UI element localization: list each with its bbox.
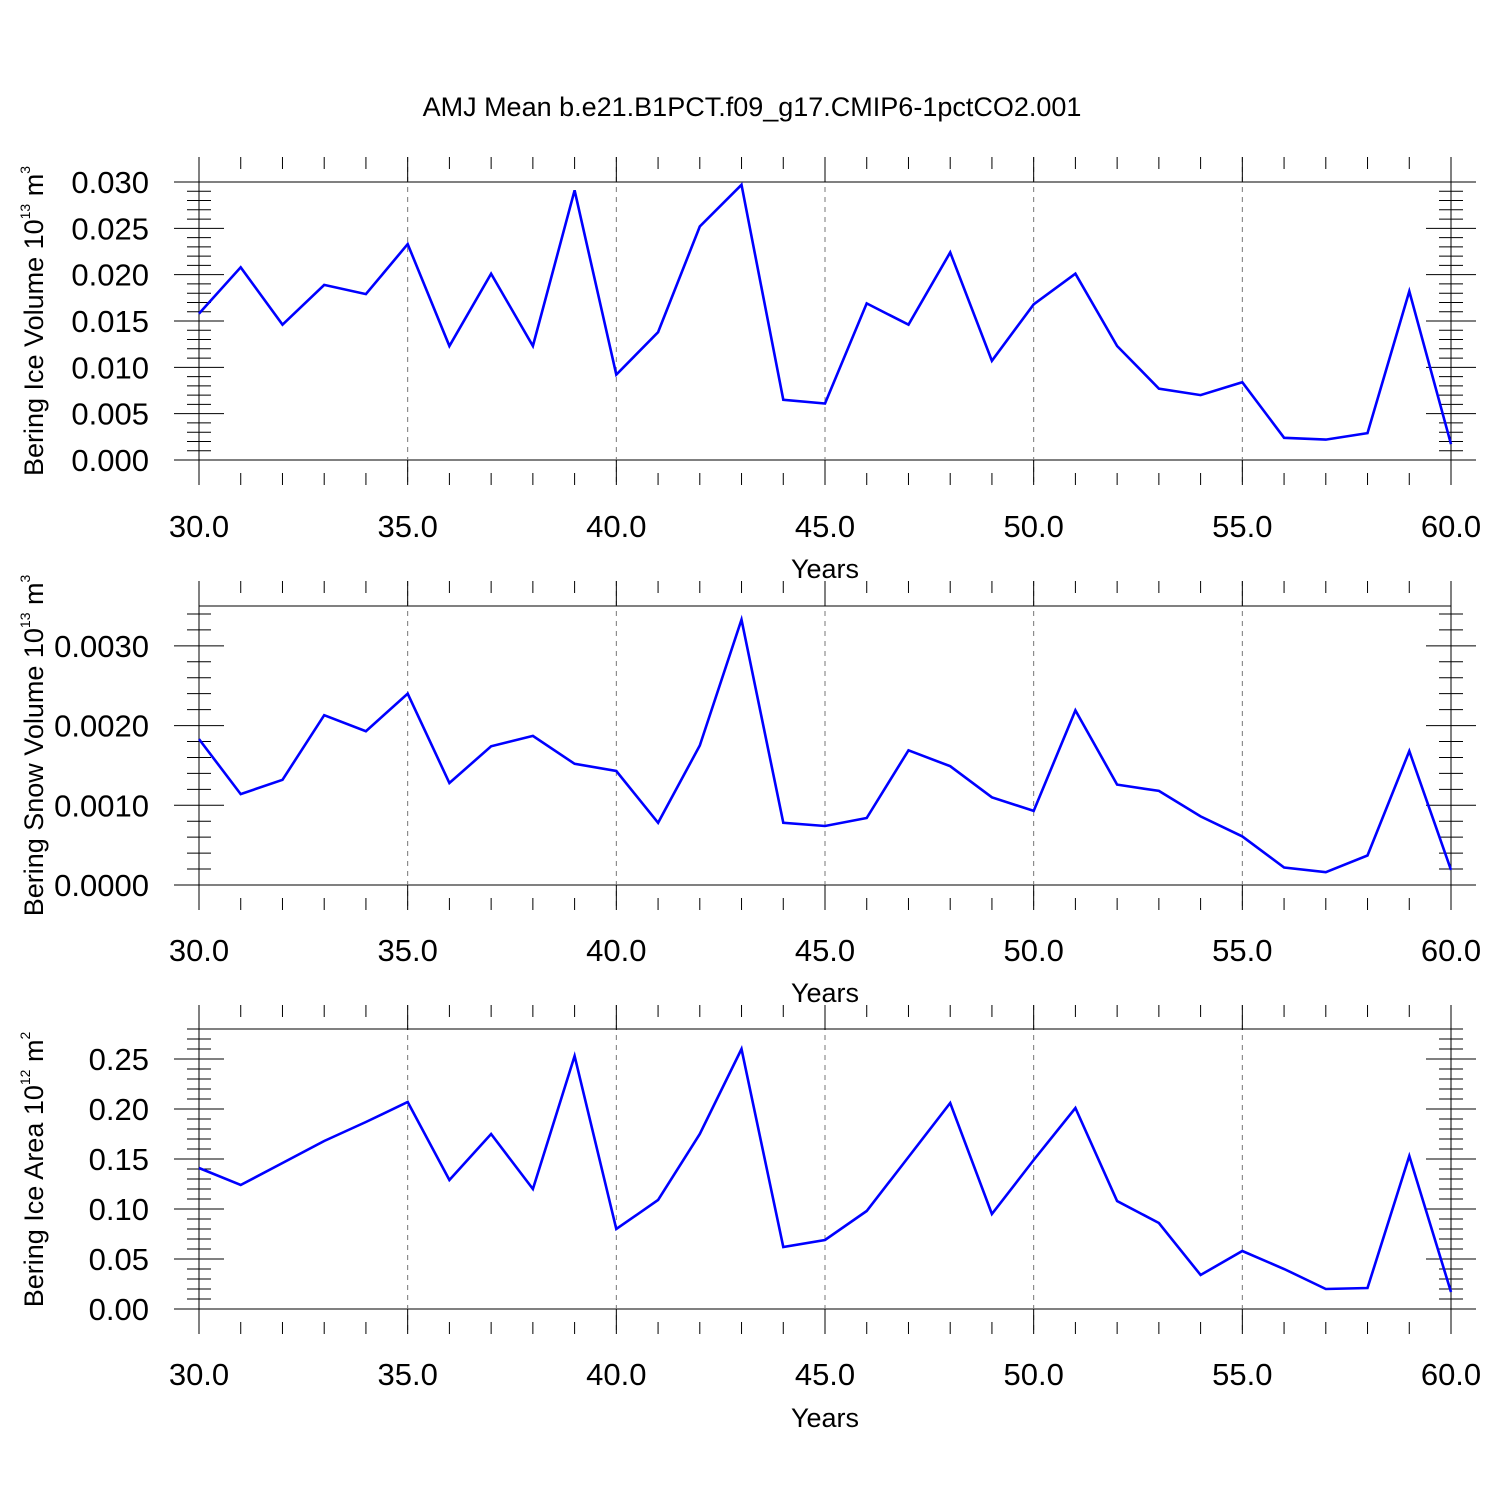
x-tick-label: 40.0 bbox=[586, 933, 646, 968]
x-axis-title: Years bbox=[791, 978, 859, 1008]
y-tick-label: 0.0030 bbox=[54, 629, 149, 664]
x-tick-label: 30.0 bbox=[169, 509, 229, 544]
x-tick-label: 60.0 bbox=[1421, 1357, 1481, 1392]
x-tick-label: 45.0 bbox=[795, 1357, 855, 1392]
y-tick-label: 0.00 bbox=[89, 1292, 149, 1327]
y-tick-label: 0.025 bbox=[71, 211, 149, 246]
x-tick-label: 50.0 bbox=[1003, 933, 1063, 968]
series-line bbox=[198, 182, 1453, 445]
x-tick-label: 45.0 bbox=[795, 933, 855, 968]
y-axis-title-unit: m bbox=[19, 1040, 49, 1070]
x-tick-label: 50.0 bbox=[1003, 509, 1063, 544]
y-axis-title-exponent: 12 bbox=[17, 1069, 33, 1085]
y-tick-label: 0.05 bbox=[89, 1242, 149, 1277]
x-axis-title: Years bbox=[791, 554, 859, 584]
y-tick-label: 0.20 bbox=[89, 1092, 149, 1127]
x-tick-label: 60.0 bbox=[1421, 509, 1481, 544]
y-tick-label: 0.010 bbox=[71, 350, 149, 385]
y-axis-title-text: Bering Snow Volume 10 bbox=[19, 628, 49, 916]
series-line bbox=[197, 614, 1453, 874]
x-tick-label: 45.0 bbox=[795, 509, 855, 544]
y-tick-label: 0.015 bbox=[71, 304, 149, 339]
series-line bbox=[198, 1045, 1453, 1293]
x-tick-label: 60.0 bbox=[1421, 933, 1481, 968]
panel-2: 30.0 35.0 40.0 45.0 50.0 55.0 60.0 0.0000 0.0010… bbox=[17, 575, 1481, 1008]
y-axis-title-unit: m bbox=[19, 174, 49, 204]
panel-1: 30.0 35.0 40.0 45.0 50.0 55.0 60.0 0.000 0.005 0.… bbox=[17, 157, 1481, 584]
x-tick-label: 35.0 bbox=[377, 1357, 437, 1392]
x-tick-label: 30.0 bbox=[169, 933, 229, 968]
y-axis-title-text: Bering Ice Volume 10 bbox=[19, 219, 49, 476]
y-axis-title: Bering Ice Area 1012 m2 bbox=[17, 1032, 49, 1308]
y-axis-title-exponent: 13 bbox=[17, 612, 33, 628]
y-tick-label: 0.0010 bbox=[54, 788, 149, 823]
y-tick-label: 0.000 bbox=[71, 443, 149, 478]
x-tick-label: 30.0 bbox=[169, 1357, 229, 1392]
y-tick-label: 0.0000 bbox=[54, 868, 149, 903]
x-tick-label: 40.0 bbox=[586, 1357, 646, 1392]
x-axis-title: Years bbox=[791, 1403, 859, 1433]
y-tick-label: 0.005 bbox=[71, 397, 149, 432]
y-tick-label: 0.0020 bbox=[54, 709, 149, 744]
y-axis-title-text: Bering Ice Area 10 bbox=[19, 1085, 49, 1307]
y-axis-title-unit-exponent: 3 bbox=[17, 575, 33, 583]
y-tick-label: 0.020 bbox=[71, 258, 149, 293]
y-tick-label: 0.15 bbox=[89, 1142, 149, 1177]
y-axis-title-unit-exponent: 3 bbox=[17, 166, 33, 174]
x-tick-label: 35.0 bbox=[377, 933, 437, 968]
y-axis-title: Bering Ice Volume 1013 m3 bbox=[17, 166, 49, 476]
x-tick-label: 55.0 bbox=[1212, 1357, 1272, 1392]
x-tick-label: 35.0 bbox=[377, 509, 437, 544]
x-tick-label: 50.0 bbox=[1003, 1357, 1063, 1392]
panel-3: 30.0 35.0 40.0 45.0 50.0 55.0 60.0 0.00 0.05 0.10… bbox=[17, 1005, 1481, 1433]
y-axis-title-unit: m bbox=[19, 583, 49, 613]
y-tick-label: 0.25 bbox=[89, 1042, 149, 1077]
y-axis-title-exponent: 13 bbox=[17, 204, 33, 220]
y-tick-label: 0.10 bbox=[89, 1192, 149, 1227]
chart-title: AMJ Mean b.e21.B1PCT.f09_g17.CMIP6-1pctC… bbox=[423, 92, 1082, 122]
x-tick-label: 55.0 bbox=[1212, 933, 1272, 968]
y-axis-title-unit-exponent: 2 bbox=[17, 1032, 33, 1040]
y-tick-label: 0.030 bbox=[71, 165, 149, 200]
x-tick-label: 55.0 bbox=[1212, 509, 1272, 544]
x-tick-label: 40.0 bbox=[586, 509, 646, 544]
y-axis-title: Bering Snow Volume 1013 m3 bbox=[17, 575, 49, 917]
